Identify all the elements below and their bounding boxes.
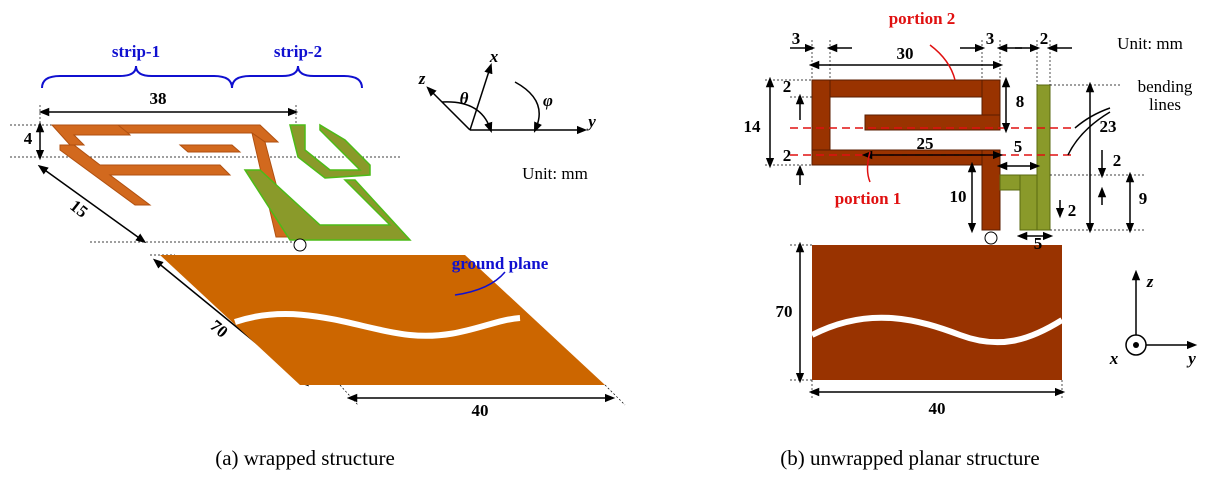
dimension-label: 38 <box>150 89 167 108</box>
dimension-label: 5 <box>1014 137 1023 156</box>
ground-plane <box>810 245 1064 380</box>
portion-meander <box>981 149 1001 231</box>
panel-a: strip-1 strip-2 38 4 15 70 40 ground pla… <box>10 42 626 470</box>
axis-label: z <box>1146 272 1154 291</box>
dimension-label: 2 <box>783 77 792 96</box>
ground-plane <box>454 271 506 296</box>
dimension-line <box>339 384 359 406</box>
dimension-label: 40 <box>929 399 946 418</box>
dimension-label: 23 <box>1100 117 1117 136</box>
coordinate-axes <box>469 63 493 131</box>
dimension-label: 15 <box>66 196 91 221</box>
brace <box>41 65 363 89</box>
dimension-label: 8 <box>1016 92 1025 111</box>
dimension-line <box>1067 111 1111 156</box>
label: strip-2 <box>274 42 322 61</box>
dimension-label: 14 <box>744 117 762 136</box>
axis-label: y <box>1186 349 1196 368</box>
dimension-label: 25 <box>917 134 934 153</box>
angle-label: θ <box>460 89 469 108</box>
green-strip <box>1036 84 1051 231</box>
brace <box>41 65 233 89</box>
dimension-label: 3 <box>986 29 995 48</box>
angle-label: φ <box>543 91 553 110</box>
dimension-line <box>866 151 871 183</box>
caption: (b) unwrapped planar structure <box>780 446 1039 470</box>
label: portion 2 <box>889 9 956 28</box>
portion-meander <box>811 79 1001 98</box>
ground-plane <box>812 245 1062 380</box>
dimension-label: 2 <box>1068 201 1077 220</box>
label: bending <box>1138 77 1193 96</box>
ground-plane <box>234 311 521 339</box>
dimension-label: 40 <box>472 401 489 420</box>
coordinate-axes <box>441 101 493 133</box>
label: ground plane <box>452 254 549 273</box>
dimension-label: 4 <box>24 129 33 148</box>
unit-label: Unit: mm <box>522 164 588 183</box>
coordinate-axes <box>1133 342 1139 348</box>
panel-b: portion 2 portion 1 Unit: mm bending lin… <box>744 9 1198 470</box>
bending-line <box>790 127 1075 156</box>
strip-1 <box>50 124 132 146</box>
dimension-label: 2 <box>1113 151 1122 170</box>
ground-plane <box>810 314 1064 346</box>
dimension-label: 3 <box>792 29 801 48</box>
unit-label: Unit: mm <box>1117 34 1183 53</box>
axis-label: y <box>586 112 596 131</box>
coordinate-axes <box>426 86 471 131</box>
dimension-label: 2 <box>1040 29 1049 48</box>
ground-plane <box>160 255 605 385</box>
green-strip <box>1019 174 1038 231</box>
dimension-label: 5 <box>1034 234 1043 253</box>
portion-meander <box>864 114 1001 131</box>
strip-2 <box>243 169 412 241</box>
feed <box>984 231 998 245</box>
label: lines <box>1149 95 1181 114</box>
coordinate-axes <box>1125 269 1198 356</box>
dimension-label: 30 <box>897 44 914 63</box>
dimension-label: 9 <box>1139 189 1148 208</box>
axis-label: z <box>418 69 426 88</box>
dimension-label: 10 <box>950 187 967 206</box>
axis-label: x <box>489 47 499 66</box>
label: portion 1 <box>835 189 902 208</box>
dimension-label: 70 <box>776 302 793 321</box>
dimension-line <box>765 40 1145 400</box>
portion-meander <box>811 149 1001 166</box>
coordinate-axes <box>514 81 542 133</box>
strip-2 <box>243 123 412 241</box>
coordinate-axes <box>426 63 588 135</box>
axis-label: x <box>1109 349 1119 368</box>
dimension-label: 2 <box>783 146 792 165</box>
strip-1 <box>178 144 242 153</box>
green-strip <box>999 84 1051 231</box>
strip-2 <box>289 123 371 179</box>
dimension-line <box>37 164 147 244</box>
caption: (a) wrapped structure <box>215 446 395 470</box>
strip-1 <box>59 144 232 206</box>
label: strip-1 <box>112 42 160 61</box>
ground-plane <box>160 255 605 385</box>
brace <box>231 65 363 89</box>
feed <box>293 238 307 252</box>
dimension-line <box>1074 107 1111 129</box>
dimension-line <box>604 384 626 406</box>
dimension-line <box>929 44 956 81</box>
